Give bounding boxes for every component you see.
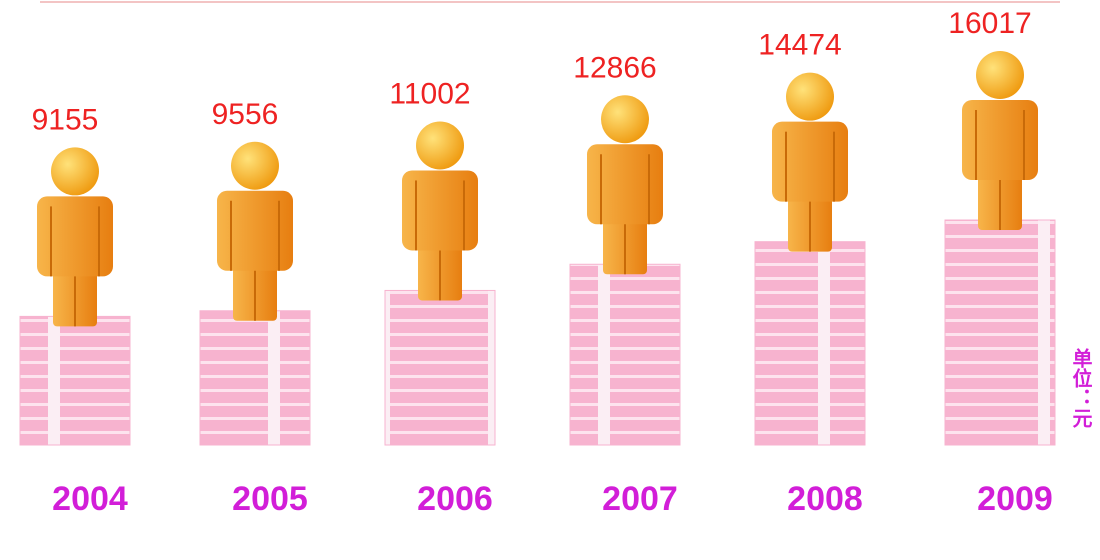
figure-torso bbox=[962, 100, 1038, 180]
figure bbox=[37, 147, 113, 327]
figure bbox=[587, 95, 663, 275]
value-label: 14474 bbox=[758, 29, 841, 62]
money-stack bbox=[199, 310, 311, 446]
money-stack bbox=[754, 241, 866, 446]
value-label: 9556 bbox=[212, 98, 279, 131]
value-label: 9155 bbox=[32, 103, 99, 136]
figure-torso bbox=[37, 196, 113, 277]
figure-head bbox=[231, 141, 279, 190]
x-tick-label: 2004 bbox=[52, 480, 128, 518]
money-stack bbox=[384, 289, 496, 446]
unit-label: 单位：元 bbox=[1069, 347, 1092, 429]
figure-head bbox=[786, 72, 834, 121]
money-stack bbox=[569, 263, 681, 446]
money-stack bbox=[19, 315, 131, 446]
figure-torso bbox=[587, 144, 663, 225]
value-label: 16017 bbox=[948, 7, 1031, 40]
figure bbox=[217, 141, 293, 321]
x-tick-label: 2005 bbox=[232, 480, 308, 518]
value-label: 12866 bbox=[573, 51, 656, 84]
figure-torso bbox=[217, 190, 293, 271]
x-tick-label: 2007 bbox=[602, 480, 678, 518]
money-stack bbox=[944, 219, 1056, 446]
value-label: 11002 bbox=[389, 77, 470, 110]
figure-head bbox=[51, 147, 99, 196]
figure bbox=[962, 51, 1038, 230]
figure-torso bbox=[772, 121, 848, 202]
figure-head bbox=[976, 51, 1024, 99]
figure-head bbox=[416, 121, 464, 170]
figure-head bbox=[601, 95, 649, 144]
figure bbox=[772, 72, 848, 252]
figure-torso bbox=[402, 170, 478, 251]
x-tick-label: 2008 bbox=[787, 480, 863, 518]
x-tick-label: 2006 bbox=[417, 480, 493, 518]
x-tick-label: 2009 bbox=[977, 480, 1053, 518]
figure bbox=[402, 121, 478, 301]
